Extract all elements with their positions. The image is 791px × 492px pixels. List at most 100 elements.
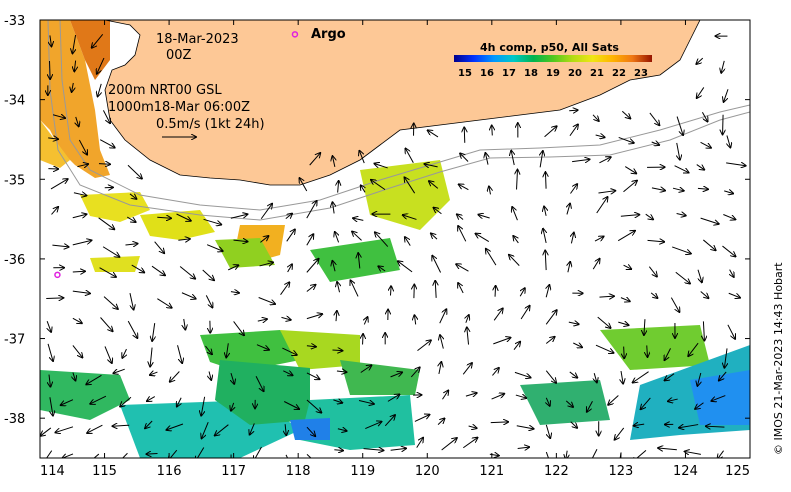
current-vector (698, 269, 702, 283)
current-vector (255, 376, 264, 391)
current-vector (202, 269, 214, 280)
current-vector (633, 371, 649, 383)
current-vector (233, 240, 248, 242)
current-vector (258, 297, 275, 304)
current-vector (46, 298, 63, 299)
argo-float-marker (291, 31, 299, 38)
current-vector (102, 246, 119, 257)
current-vector (724, 89, 729, 102)
current-vector (257, 319, 267, 321)
x-tick-label: 124 (673, 464, 698, 479)
current-vector (76, 116, 79, 126)
current-vector (283, 370, 292, 375)
current-vector (73, 193, 86, 196)
current-vector (724, 348, 727, 367)
current-vector (695, 402, 704, 409)
current-vector (697, 372, 700, 386)
current-vector (457, 214, 464, 220)
current-vector (384, 415, 395, 427)
current-vector (439, 362, 441, 375)
x-tick-label: 115 (92, 464, 117, 479)
x-tick-label: 122 (544, 464, 569, 479)
current-vector (358, 253, 360, 269)
colorbar-label: 19 (546, 68, 560, 79)
current-vector (113, 368, 125, 373)
current-vector (596, 197, 608, 214)
argo-label: Argo (311, 27, 346, 42)
current-vector (679, 425, 699, 428)
current-vector (259, 262, 273, 266)
current-vector (50, 179, 68, 190)
colorbar-title: 4h comp, p50, All Sats (480, 41, 619, 54)
current-vector (179, 266, 195, 278)
current-vector (50, 397, 53, 415)
current-vector (569, 371, 578, 378)
current-vector (670, 297, 679, 312)
current-vector (51, 207, 58, 215)
x-tick-label: 117 (221, 464, 246, 479)
colorbar-labels: 15 16 17 18 19 20 21 22 23 (458, 68, 648, 79)
current-vector (363, 334, 364, 345)
current-vector (306, 259, 319, 273)
current-vector (166, 423, 184, 430)
current-vector (520, 306, 530, 320)
current-vector (703, 239, 715, 250)
current-vector (286, 229, 295, 242)
current-vector (360, 365, 372, 373)
current-vector (405, 237, 411, 246)
current-vector (442, 390, 448, 400)
current-vector (299, 178, 308, 192)
current-vector (458, 226, 467, 242)
current-vector (722, 245, 735, 256)
x-tick-label: 123 (608, 464, 633, 479)
current-vector (517, 170, 518, 190)
current-vector (700, 291, 709, 299)
current-vector (201, 396, 206, 416)
x-tick-label: 116 (157, 464, 182, 479)
sst-patch (600, 325, 710, 370)
current-vector (490, 422, 508, 423)
current-vector (485, 153, 488, 165)
current-vector (353, 218, 364, 220)
current-vector (55, 426, 74, 433)
current-vector (703, 321, 704, 340)
current-vector (545, 337, 554, 344)
current-vector (573, 343, 582, 347)
depth-label-2: 1000m18-Mar 06:00Z (108, 100, 250, 115)
current-vector (571, 233, 573, 244)
contour-200m (59, 20, 750, 211)
current-vector (492, 126, 493, 136)
current-vector (78, 139, 87, 155)
current-vector (493, 338, 510, 345)
current-vector (545, 451, 549, 458)
current-vector (414, 315, 415, 325)
current-vector (233, 321, 244, 335)
current-vector (47, 343, 53, 361)
current-vector (647, 240, 665, 241)
current-vector (170, 371, 180, 381)
current-vector (338, 181, 339, 193)
current-vector (226, 343, 228, 357)
current-vector (337, 429, 347, 431)
current-vector (46, 450, 53, 458)
current-vector (668, 399, 678, 401)
current-vector (72, 214, 87, 217)
current-vector (727, 324, 735, 339)
current-vector (387, 394, 399, 402)
current-vector (129, 292, 134, 309)
current-vector (658, 448, 677, 450)
current-vector (361, 185, 365, 193)
argo-markers (54, 31, 299, 279)
current-vector (125, 244, 137, 245)
current-vector (466, 315, 469, 323)
current-vector (486, 249, 497, 266)
current-vector (282, 347, 296, 355)
current-vector (416, 438, 423, 448)
current-vector (464, 127, 465, 143)
current-vector (196, 447, 205, 458)
current-vector (432, 256, 442, 273)
current-vector (178, 239, 189, 240)
current-vector (374, 164, 388, 169)
current-vector (509, 255, 520, 266)
current-vector (113, 425, 130, 426)
